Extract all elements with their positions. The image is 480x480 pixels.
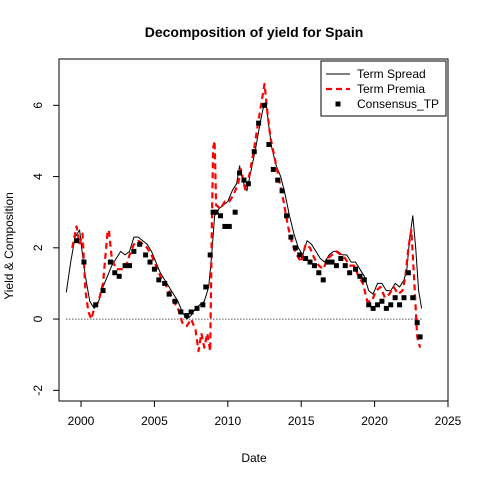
data-point-consensus-tp — [388, 302, 394, 308]
data-point-consensus-tp — [410, 295, 416, 301]
y-tick-label: -2 — [31, 385, 45, 396]
series-line-term-spread — [65, 101, 423, 320]
data-point-consensus-tp — [266, 142, 272, 147]
data-point-consensus-tp — [256, 120, 262, 126]
data-point-consensus-tp — [100, 288, 106, 294]
data-point-consensus-tp — [81, 259, 87, 265]
data-point-consensus-tp — [207, 252, 213, 258]
x-tick-label: 2000 — [68, 414, 95, 428]
data-point-consensus-tp — [122, 263, 128, 269]
x-tick-label: 2020 — [361, 414, 388, 428]
x-tick-label: 2015 — [288, 414, 315, 428]
data-point-consensus-tp — [126, 263, 132, 269]
data-point-consensus-tp — [178, 309, 184, 315]
data-point-consensus-tp — [338, 256, 344, 261]
data-point-consensus-tp — [147, 259, 153, 265]
data-point-consensus-tp — [325, 259, 331, 265]
y-tick-label: 0 — [31, 315, 45, 322]
data-point-consensus-tp — [241, 177, 247, 183]
data-point-consensus-tp — [137, 241, 143, 247]
data-point-consensus-tp — [366, 302, 372, 308]
data-point-consensus-tp — [292, 245, 298, 251]
data-point-consensus-tp — [320, 277, 326, 283]
data-point-consensus-tp — [213, 209, 219, 215]
data-point-consensus-tp — [93, 302, 99, 308]
axes-group: 2000 2005 2010 2015 2020 2025 -2 0 2 4 6 — [31, 102, 462, 428]
data-point-consensus-tp — [237, 170, 243, 176]
data-point-consensus-tp — [245, 181, 251, 187]
data-point-consensus-tp — [222, 223, 228, 229]
data-point-consensus-tp — [151, 266, 157, 272]
data-point-consensus-tp — [383, 305, 389, 311]
data-point-consensus-tp — [414, 320, 420, 326]
data-point-consensus-tp — [311, 263, 317, 269]
legend-label-term-spread: Term Spread — [357, 67, 426, 81]
data-point-consensus-tp — [307, 259, 313, 265]
data-point-consensus-tp — [375, 302, 381, 308]
data-point-consensus-tp — [333, 263, 339, 269]
data-point-consensus-tp — [262, 102, 268, 108]
data-point-consensus-tp — [270, 166, 276, 172]
data-point-consensus-tp — [288, 234, 294, 240]
data-point-consensus-tp — [379, 298, 385, 304]
data-point-consensus-tp — [303, 256, 309, 261]
data-point-consensus-tp — [251, 149, 257, 155]
data-point-consensus-tp — [143, 252, 149, 258]
data-point-consensus-tp — [172, 298, 178, 304]
data-point-consensus-tp — [275, 177, 281, 183]
data-point-consensus-tp — [200, 302, 206, 308]
data-point-consensus-tp — [417, 334, 423, 340]
data-point-consensus-tp — [342, 263, 348, 269]
x-tick-label: 2025 — [435, 414, 462, 428]
data-point-consensus-tp — [194, 305, 200, 311]
legend-label-term-premia: Term Premia — [357, 82, 425, 96]
data-point-consensus-tp — [347, 270, 353, 276]
data-point-consensus-tp — [401, 295, 407, 301]
data-point-consensus-tp — [188, 309, 194, 315]
data-point-consensus-tp — [361, 277, 367, 283]
data-point-consensus-tp — [210, 209, 216, 215]
data-point-consensus-tp — [116, 273, 122, 279]
series-line-term-premia — [71, 82, 422, 353]
x-tick-label: 2010 — [214, 414, 241, 428]
data-point-consensus-tp — [131, 248, 137, 254]
y-tick-label: 4 — [31, 173, 45, 180]
data-point-consensus-tp — [232, 209, 238, 215]
legend-label-consensus-tp: Consensus_TP — [357, 97, 439, 111]
data-point-consensus-tp — [397, 302, 403, 308]
data-point-consensus-tp — [284, 213, 290, 219]
data-point-consensus-tp — [353, 266, 359, 272]
y-axis-label: Yield & Composition — [2, 192, 16, 300]
data-point-consensus-tp — [107, 259, 113, 265]
data-point-consensus-tp — [297, 252, 303, 258]
data-point-consensus-tp — [156, 277, 162, 283]
data-point-consensus-tp — [112, 270, 118, 276]
legend-swatch-consensus-tp — [335, 101, 341, 107]
y-tick-label: 6 — [31, 102, 45, 109]
data-point-consensus-tp — [217, 213, 223, 219]
legend: Term Spread Term Premia Consensus_TP — [320, 60, 447, 117]
data-point-consensus-tp — [166, 291, 172, 297]
data-point-consensus-tp — [203, 284, 209, 290]
data-point-consensus-tp — [405, 270, 411, 276]
series-layer — [65, 82, 424, 353]
data-point-consensus-tp — [226, 223, 232, 229]
chart-title: Decomposition of yield for Spain — [145, 24, 364, 40]
data-point-consensus-tp — [279, 188, 285, 194]
data-point-consensus-tp — [370, 305, 376, 311]
data-point-consensus-tp — [74, 238, 80, 244]
data-point-consensus-tp — [316, 270, 322, 276]
x-tick-label: 2005 — [141, 414, 168, 428]
data-point-consensus-tp — [329, 259, 335, 265]
data-point-consensus-tp — [162, 280, 168, 286]
data-point-consensus-tp — [392, 295, 398, 301]
y-tick-label: 2 — [31, 244, 45, 251]
data-point-consensus-tp — [184, 313, 190, 318]
x-axis-label: Date — [241, 451, 267, 465]
data-point-consensus-tp — [357, 273, 363, 279]
